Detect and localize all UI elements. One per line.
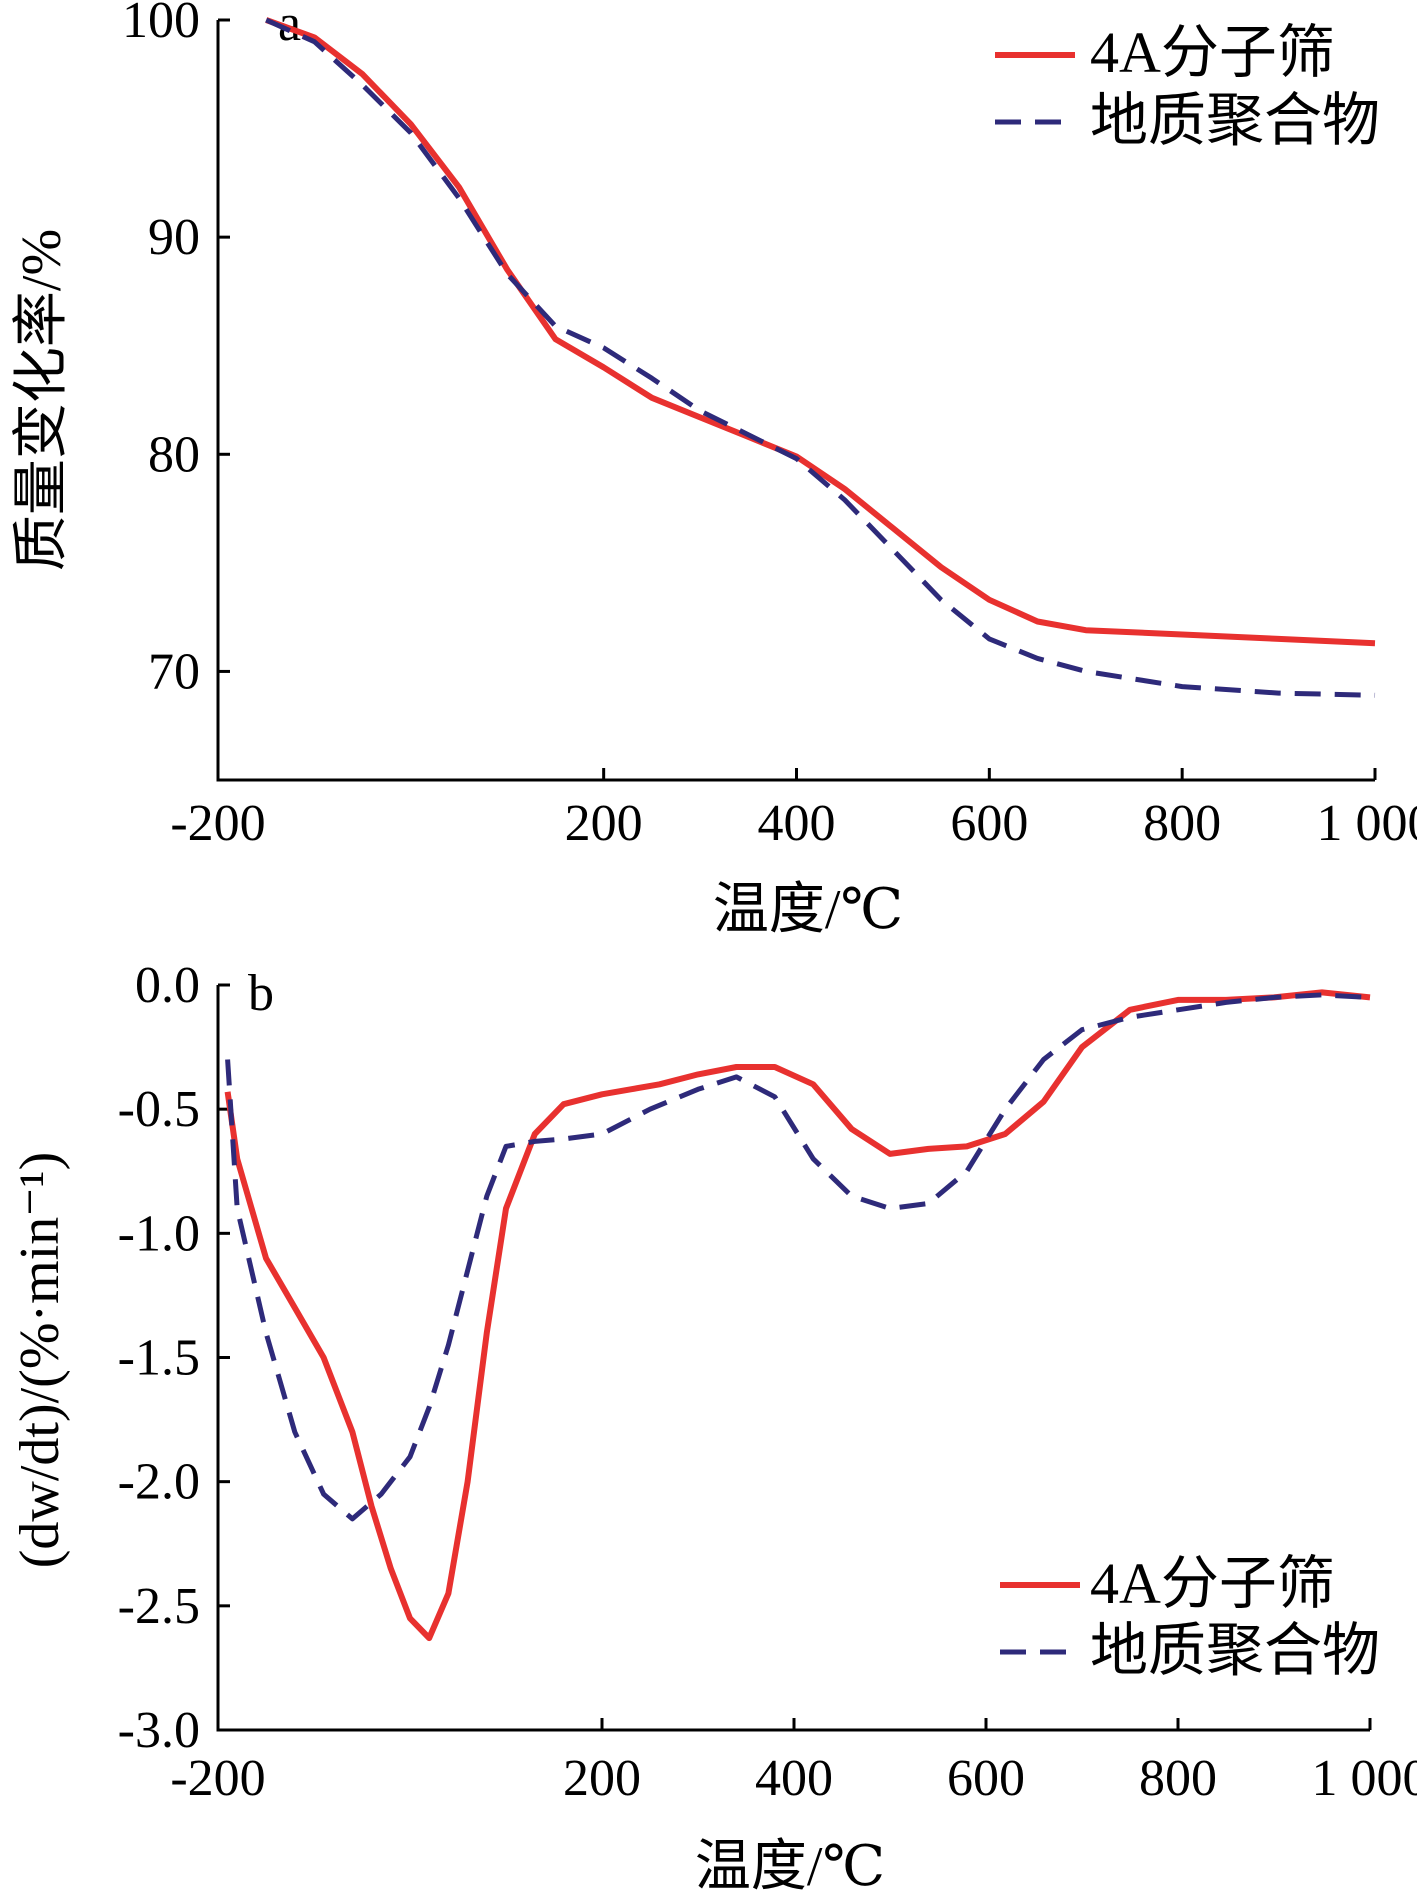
panel-a-ticks: -200 200 400 600 800 1 000 70 80 90 100 (122, 0, 1417, 852)
y-tick-label: -2.5 (118, 1578, 200, 1635)
panel-b: b -200 200 400 600 800 1 0000.0-0.5-1.0-1.5-2… (9, 957, 1417, 1898)
panel-a-xlabel: 温度/℃ (713, 879, 903, 941)
series-line-molecular-sieve (224, 989, 1371, 1642)
legend-label-molecular-sieve: 4A分子筛 (1090, 20, 1335, 85)
x-tick-label: 400 (758, 795, 836, 852)
y-tick-label: 80 (148, 426, 200, 483)
panel-b-legend: 4A分子筛 地质聚合物 (1000, 1551, 1380, 1683)
x-tick-label: -200 (170, 1750, 265, 1807)
y-tick-label: 70 (148, 643, 200, 700)
x-tick-label: 200 (565, 795, 643, 852)
y-tick-label: -2.0 (118, 1454, 200, 1511)
x-tick-label: 800 (1139, 1750, 1217, 1807)
series-line-geopolymer (265, 17, 1376, 698)
x-tick-label: 600 (947, 1750, 1025, 1807)
x-tick-label: 800 (1143, 795, 1221, 852)
series-line-geopolymer (225, 992, 1371, 1522)
y-tick-label: -1.5 (118, 1330, 200, 1387)
panel-b-series (224, 989, 1371, 1642)
panel-b-letter: b (248, 965, 274, 1022)
y-tick-label: 0.0 (135, 957, 200, 1014)
y-tick-label: -3.0 (118, 1702, 200, 1759)
x-tick-label: -200 (170, 795, 265, 852)
legend-label-geopolymer: 地质聚合物 (1090, 88, 1380, 153)
panel-a-ylabel: 质量变化率/% (11, 229, 73, 571)
x-tick-label: 1 000 (1317, 795, 1417, 852)
panel-b-xlabel: 温度/℃ (695, 1836, 885, 1898)
y-tick-label: -0.5 (118, 1081, 200, 1138)
y-tick-label: -1.0 (118, 1205, 200, 1262)
panel-a-series (265, 17, 1376, 698)
panel-b-ylabel: (dw/dt)/(%·min⁻¹) (9, 1152, 71, 1568)
x-tick-label: 400 (755, 1750, 833, 1807)
panel-b-ticks: -200 200 400 600 800 1 000 0.0 -0.5 -1.0 -1.5 -2.0… (118, 957, 1417, 1807)
x-tick-label: 1 000 (1312, 1750, 1417, 1807)
panel-a-legend: 4A分子筛 地质聚合物 (995, 20, 1380, 153)
legend-label-geopolymer: 地质聚合物 (1090, 1618, 1380, 1683)
y-tick-label: 90 (148, 209, 200, 266)
x-tick-label: 600 (950, 795, 1028, 852)
y-tick-label: 100 (122, 0, 200, 49)
legend-label-molecular-sieve: 4A分子筛 (1090, 1551, 1335, 1616)
x-tick-label: 200 (563, 1750, 641, 1807)
